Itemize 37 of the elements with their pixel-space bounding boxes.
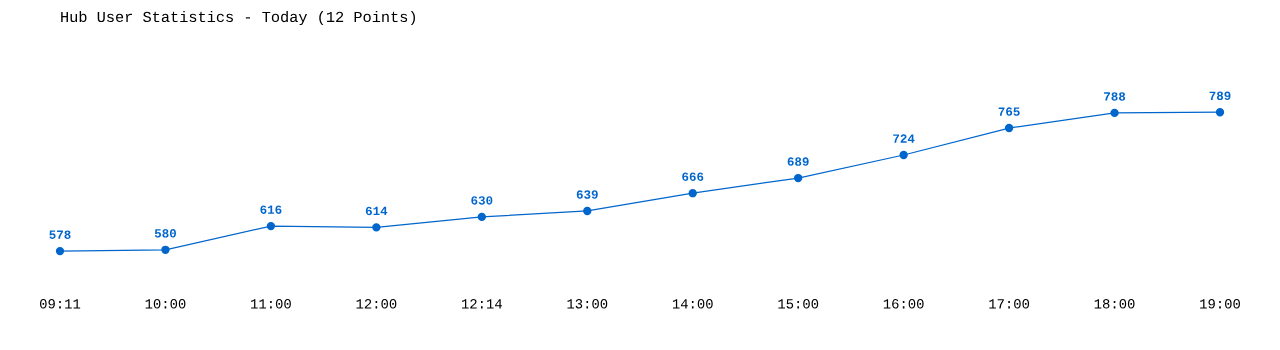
x-tick-label: 15:00 — [778, 299, 819, 309]
data-label: 639 — [576, 190, 598, 199]
point — [794, 173, 803, 183]
point — [1004, 123, 1014, 133]
point — [688, 189, 697, 198]
chart-title: Hub User Statistics - Today (12 Points) — [61, 10, 415, 26]
x-tick-label: 12:14 — [461, 299, 502, 309]
x-tick-label: 16:00 — [883, 299, 924, 309]
point — [1215, 108, 1225, 117]
data-label: 578 — [49, 230, 71, 239]
data-label: 724 — [893, 134, 915, 143]
data-label: 616 — [260, 205, 282, 214]
x-tick-label: 12:00 — [356, 299, 397, 309]
point — [899, 150, 908, 160]
data-label: 788 — [1104, 92, 1126, 101]
x-tick-label: 17:00 — [989, 299, 1030, 309]
point — [266, 221, 276, 231]
data-label: 689 — [787, 157, 809, 166]
data-label: 630 — [471, 196, 493, 205]
data-label: 765 — [998, 107, 1020, 116]
x-tick-label: 10:00 — [145, 299, 186, 309]
x-tick-label: 18:00 — [1094, 299, 1135, 309]
x-tick-label: 09:11 — [40, 299, 81, 309]
data-label: 666 — [682, 172, 704, 181]
data-label: 789 — [1209, 91, 1231, 101]
point — [55, 246, 65, 256]
point — [161, 245, 170, 254]
x-tick-label: 14:00 — [672, 299, 713, 309]
x-tick-label: 11:00 — [251, 299, 291, 309]
point — [372, 223, 381, 232]
x-tick-label: 13:00 — [567, 299, 608, 309]
point — [1110, 108, 1119, 118]
data-label: 614 — [365, 206, 388, 216]
data-label: 580 — [154, 229, 176, 238]
x-tick-label: 19:00 — [1200, 299, 1240, 309]
point — [583, 206, 592, 216]
point — [477, 212, 486, 222]
